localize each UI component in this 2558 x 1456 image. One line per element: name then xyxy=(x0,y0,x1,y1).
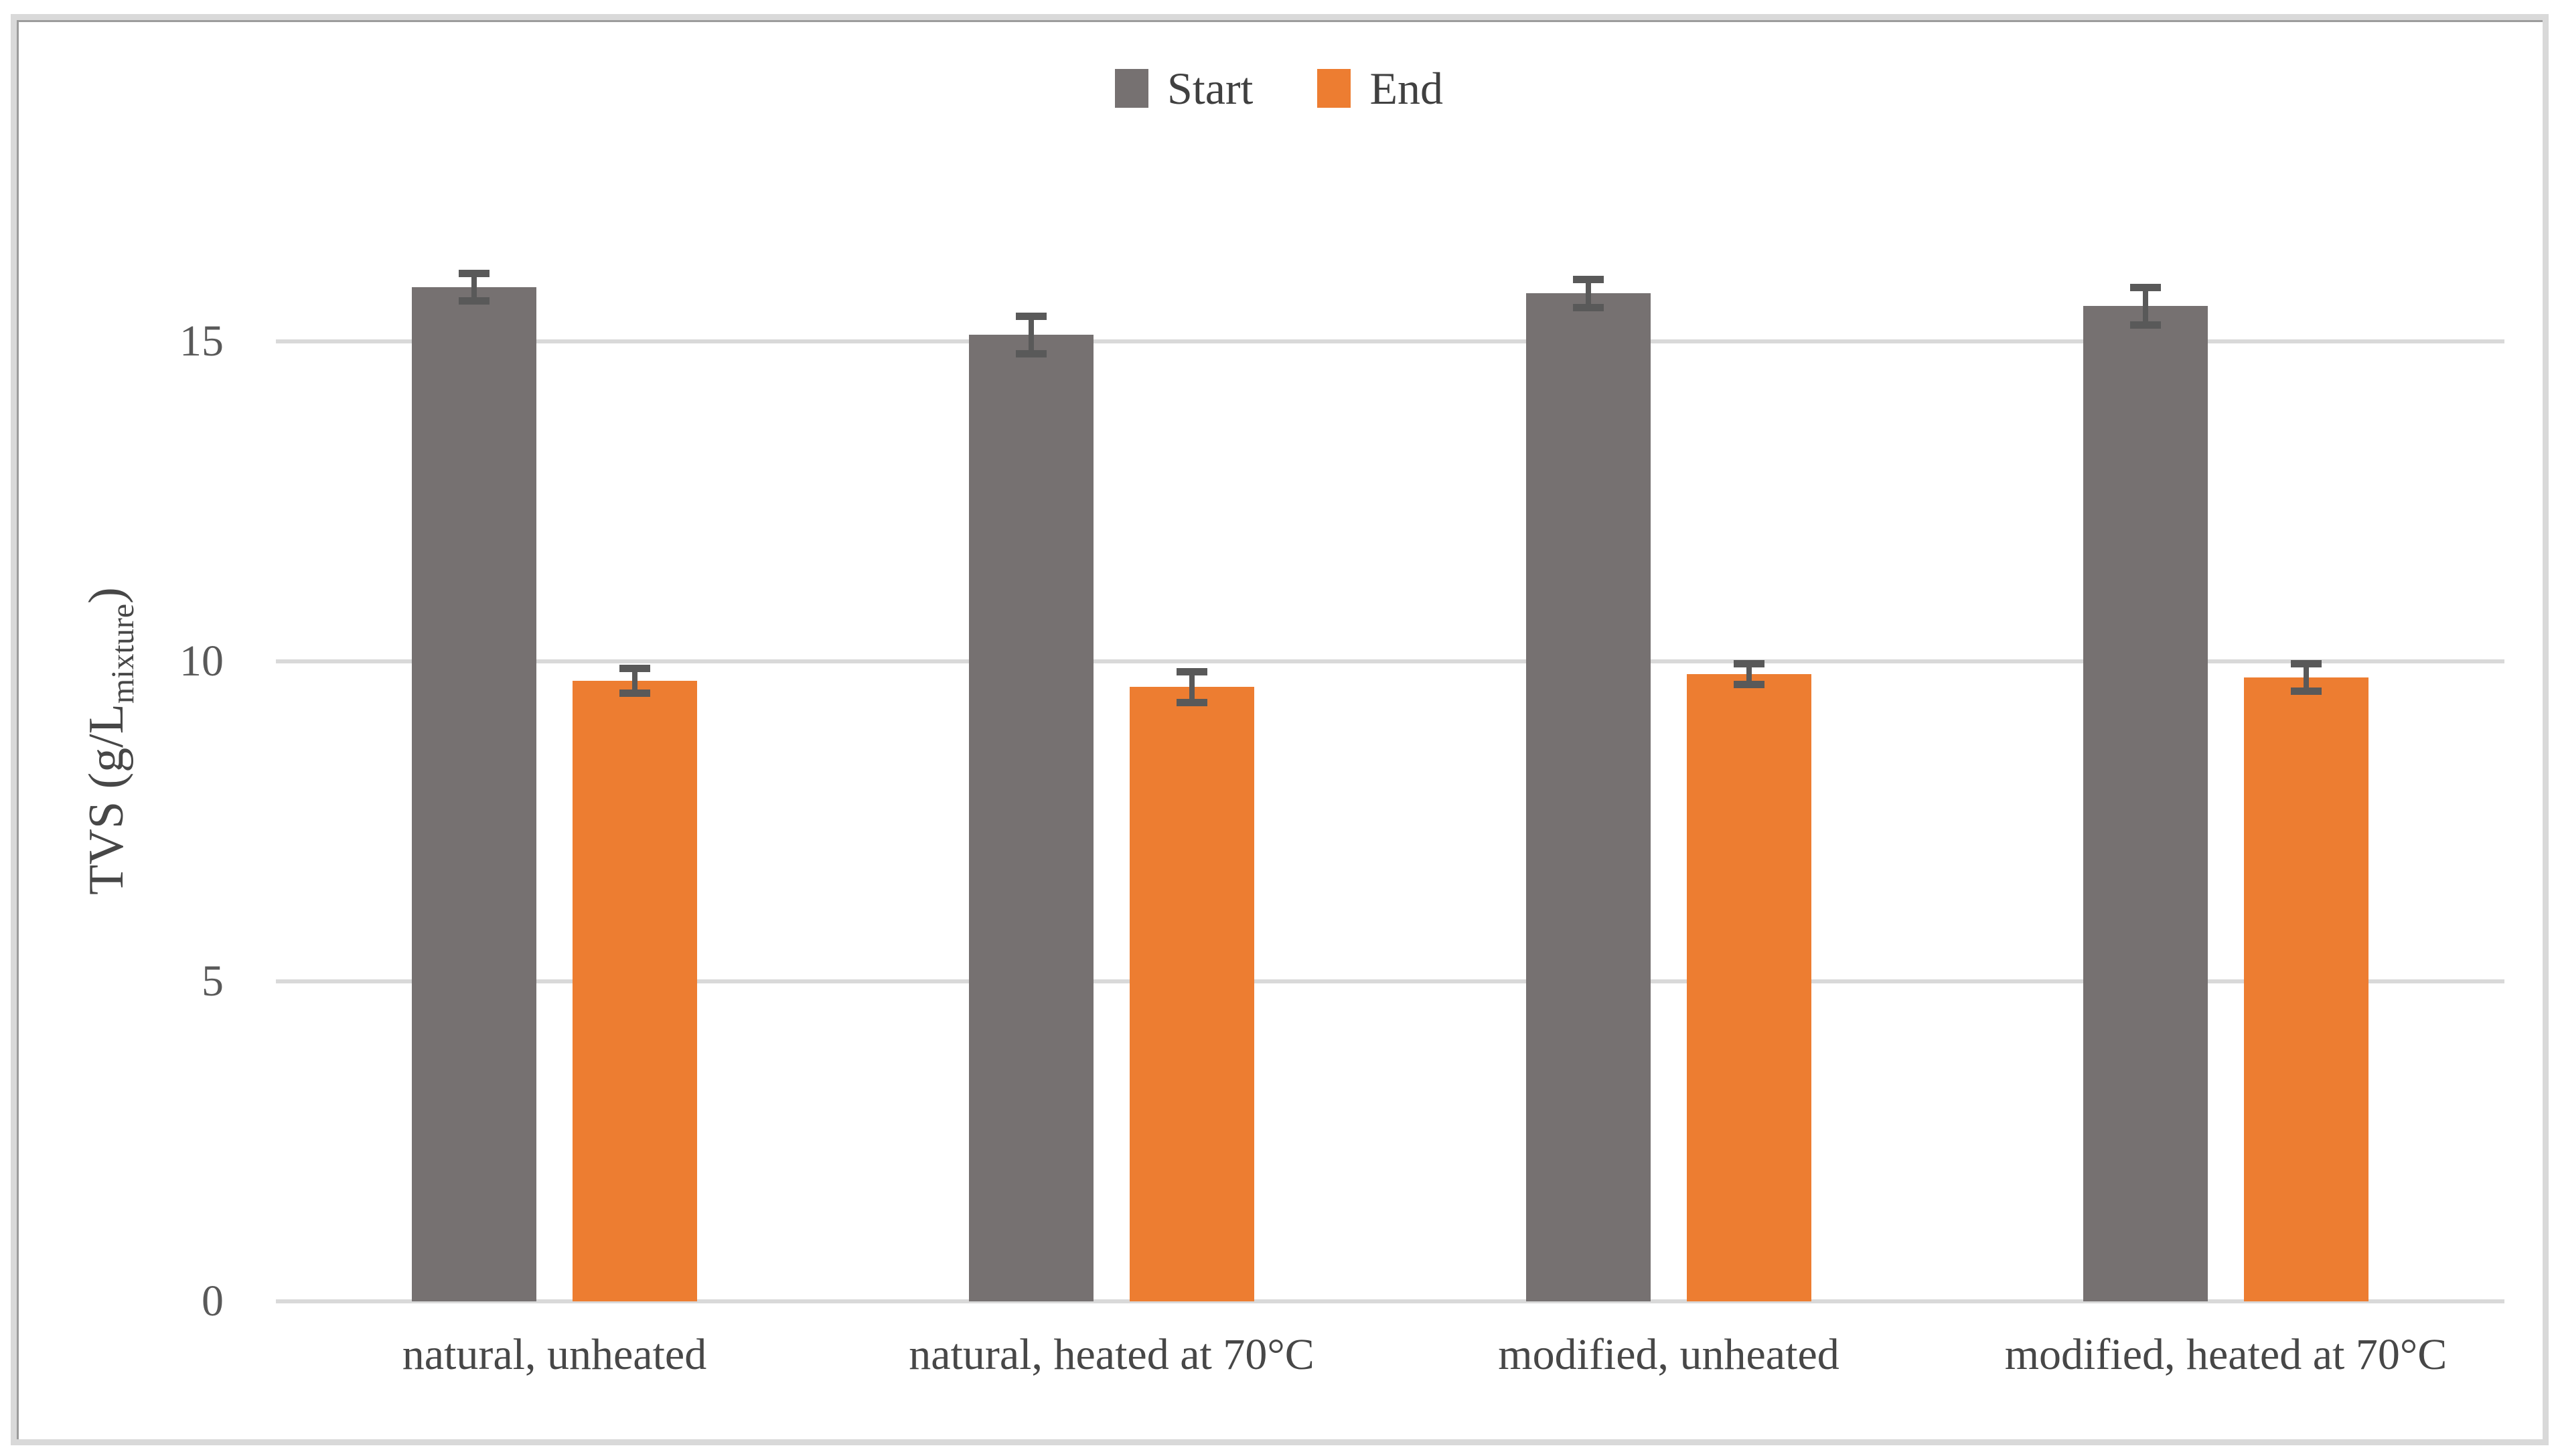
y-tick-label: 0 xyxy=(202,1277,224,1325)
error-bar-cap xyxy=(1734,660,1764,668)
plot-area: 0 5 10 15 natural, unheated natural, heated a… xyxy=(179,181,2504,1379)
legend-swatch-end xyxy=(1317,69,1351,108)
bar-end-group2 xyxy=(1130,687,1254,1301)
category-label-group1: natural, unheated xyxy=(402,1330,707,1379)
legend-label-end: End xyxy=(1369,63,1443,114)
bar-start-group4 xyxy=(2083,306,2208,1301)
gridline-0 xyxy=(276,1299,2504,1303)
y-axis-title-subscript: mixture xyxy=(105,603,141,704)
legend-item-end: End xyxy=(1317,66,1443,111)
chart-legend: Start End xyxy=(0,66,2558,111)
error-bar-cap xyxy=(459,269,490,277)
error-bar-start-group2 xyxy=(1029,313,1034,357)
error-bar-cap xyxy=(1016,312,1047,320)
error-bar-cap xyxy=(2130,283,2161,291)
error-bar-cap xyxy=(2130,321,2161,329)
y-tick-label: 15 xyxy=(179,317,224,366)
y-axis-title: TVS (g/Lmixture) xyxy=(79,587,141,895)
error-bar-cap xyxy=(1177,698,1207,706)
category-label-group4: modified, heated at 70°C xyxy=(2004,1330,2448,1379)
bar-end-group1 xyxy=(573,680,697,1301)
error-bar-end-group1 xyxy=(632,664,637,697)
legend-swatch-start xyxy=(1115,69,1148,108)
bar-start-group1 xyxy=(412,287,536,1301)
error-bar-cap xyxy=(459,297,490,305)
gridline-10 xyxy=(276,659,2504,663)
category-label-group3: modified, unheated xyxy=(1498,1330,1839,1379)
y-tick-label: 5 xyxy=(202,957,224,1005)
y-axis-title-close: ) xyxy=(79,587,134,604)
error-bar-cap xyxy=(2291,687,2322,695)
legend-item-start: Start xyxy=(1115,66,1253,111)
error-bar-cap xyxy=(2291,660,2322,668)
category-label-group2: natural, heated at 70°C xyxy=(909,1330,1314,1379)
gridline-5 xyxy=(276,979,2504,983)
error-bar-cap xyxy=(1573,304,1604,312)
error-bar-end-group2 xyxy=(1189,667,1195,706)
error-bar-end-group3 xyxy=(1746,660,1752,689)
gridline-15 xyxy=(276,339,2504,343)
error-bar-cap xyxy=(1177,667,1207,675)
error-bar-cap xyxy=(1573,275,1604,283)
error-bar-cap xyxy=(1734,681,1764,689)
error-bar-start-group3 xyxy=(1586,275,1591,312)
legend-label-start: Start xyxy=(1167,63,1254,114)
bar-end-group3 xyxy=(1687,674,1811,1301)
y-axis-title-main: TVS (g/L xyxy=(79,704,134,895)
bar-start-group2 xyxy=(969,335,1094,1301)
error-bar-cap xyxy=(619,689,650,697)
bar-start-group3 xyxy=(1526,293,1651,1301)
y-tick-label: 10 xyxy=(179,637,224,685)
error-bar-end-group4 xyxy=(2304,660,2309,695)
error-bar-start-group4 xyxy=(2143,283,2148,329)
error-bar-cap xyxy=(1016,349,1047,357)
error-bar-start-group1 xyxy=(471,269,477,305)
bar-end-group4 xyxy=(2244,677,2368,1301)
error-bar-cap xyxy=(619,664,650,672)
